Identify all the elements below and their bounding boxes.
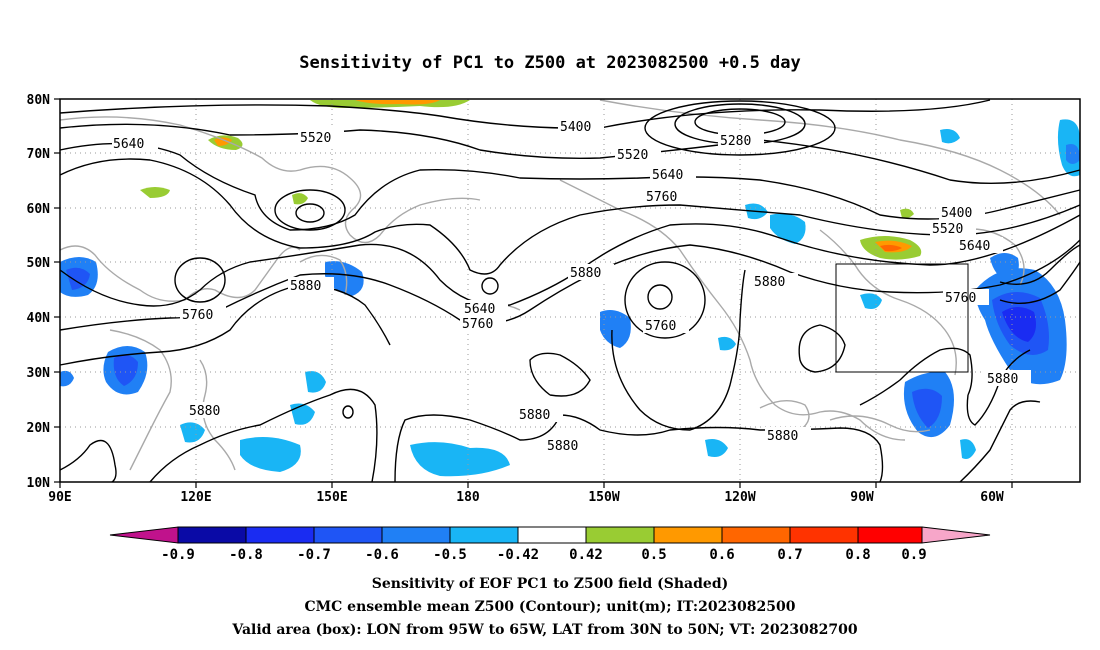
contour-label: 5880 — [547, 439, 578, 454]
lon-label: 120W — [724, 490, 755, 505]
contour-label: 5760 — [945, 291, 976, 306]
colorbar: -0.9 -0.8 -0.7 -0.6 -0.5 -0.42 0.42 0.5 … — [109, 526, 991, 563]
colorbar-high-arrow — [921, 526, 991, 544]
figure-title: Sensitivity of PC1 to Z500 at 2023082500… — [299, 53, 801, 73]
colorbar-swatch — [721, 526, 791, 544]
sensitivity-shading — [60, 100, 1080, 477]
contour-label: 5400 — [941, 206, 972, 221]
contour-label: 5880 — [987, 372, 1018, 387]
lon-label: 60W — [980, 490, 1004, 505]
contour-label: 5520 — [932, 222, 963, 237]
colorbar-labels: -0.9 -0.8 -0.7 -0.6 -0.5 -0.42 0.42 0.5 … — [161, 547, 927, 563]
colorbar-label: -0.9 — [161, 547, 195, 563]
colorbar-label: -0.6 — [365, 547, 399, 563]
colorbar-label: -0.8 — [229, 547, 263, 563]
valid-area-box — [835, 263, 969, 373]
lon-label: 180 — [456, 490, 480, 505]
caption-line-1: Sensitivity of EOF PC1 to Z500 field (Sh… — [372, 576, 728, 592]
tick-marks — [54, 98, 1013, 488]
contour-label: 5760 — [645, 319, 676, 334]
lon-label: 150E — [316, 490, 347, 505]
colorbar-label: -0.42 — [497, 547, 539, 563]
colorbar-swatch — [381, 526, 451, 544]
colorbar-swatch — [177, 526, 247, 544]
colorbar-label: -0.5 — [433, 547, 467, 563]
lon-label: 90E — [48, 490, 71, 505]
latitude-labels: 80N 70N 60N 50N 40N 30N 20N 10N — [27, 93, 51, 491]
lon-label: 150W — [588, 490, 619, 505]
contour-label: 5640 — [652, 168, 683, 183]
colorbar-low-arrow — [109, 526, 179, 544]
lon-label: 90W — [850, 490, 874, 505]
contour-label: 5880 — [754, 275, 785, 290]
colorbar-swatch — [653, 526, 723, 544]
lat-label: 80N — [27, 93, 51, 108]
colorbar-swatch — [517, 526, 587, 544]
lat-label: 50N — [27, 256, 51, 271]
colorbar-label: 0.5 — [641, 547, 666, 563]
contour-label: 5880 — [519, 408, 550, 423]
colorbar-swatch — [245, 526, 315, 544]
contour-labels: 5640 5520 5400 5280 5520 5640 5760 5400 … — [112, 118, 1031, 454]
captions: Sensitivity of EOF PC1 to Z500 field (Sh… — [231, 576, 857, 638]
contour-label: 5280 — [720, 134, 751, 149]
colorbar-label: 0.8 — [845, 547, 870, 563]
colorbar-swatch — [313, 526, 383, 544]
contour-label: 5760 — [646, 190, 677, 205]
colorbar-label: 0.42 — [569, 547, 603, 563]
colorbar-swatch — [789, 526, 859, 544]
contour-label: 5640 — [464, 302, 495, 317]
colorbar-swatch — [857, 526, 923, 544]
map-panel: 5640 5520 5400 5280 5520 5640 5760 5400 … — [27, 93, 1081, 505]
contour-label: 5760 — [462, 317, 493, 332]
contour-label: 5880 — [189, 404, 220, 419]
caption-line-2: CMC ensemble mean Z500 (Contour); unit(m… — [305, 599, 796, 615]
colorbar-swatch — [449, 526, 519, 544]
lat-label: 60N — [27, 202, 51, 217]
contour-label: 5880 — [570, 266, 601, 281]
lat-label: 10N — [27, 476, 51, 491]
colorbar-label: 0.7 — [777, 547, 802, 563]
z500-contours — [59, 99, 1081, 483]
contour-label: 5520 — [617, 148, 648, 163]
contour-label: 5760 — [182, 308, 213, 323]
lat-label: 20N — [27, 421, 51, 436]
colorbar-swatch — [585, 526, 655, 544]
longitude-labels: 90E 120E 150E 180 150W 120W 90W 60W — [48, 490, 1004, 505]
lat-label: 30N — [27, 366, 51, 381]
contour-label: 5880 — [767, 429, 798, 444]
contour-label: 5520 — [300, 131, 331, 146]
lat-label: 70N — [27, 147, 51, 162]
contour-label: 5880 — [290, 279, 321, 294]
lat-label: 40N — [27, 311, 51, 326]
colorbar-label: 0.9 — [901, 547, 926, 563]
lon-label: 120E — [180, 490, 211, 505]
contour-label: 5640 — [113, 137, 144, 152]
colorbar-label: -0.7 — [297, 547, 331, 563]
contour-label: 5640 — [959, 239, 990, 254]
caption-line-3: Valid area (box): LON from 95W to 65W, L… — [231, 622, 857, 638]
contour-label: 5400 — [560, 120, 591, 135]
map-frame — [59, 98, 1081, 483]
colorbar-label: 0.6 — [709, 547, 734, 563]
